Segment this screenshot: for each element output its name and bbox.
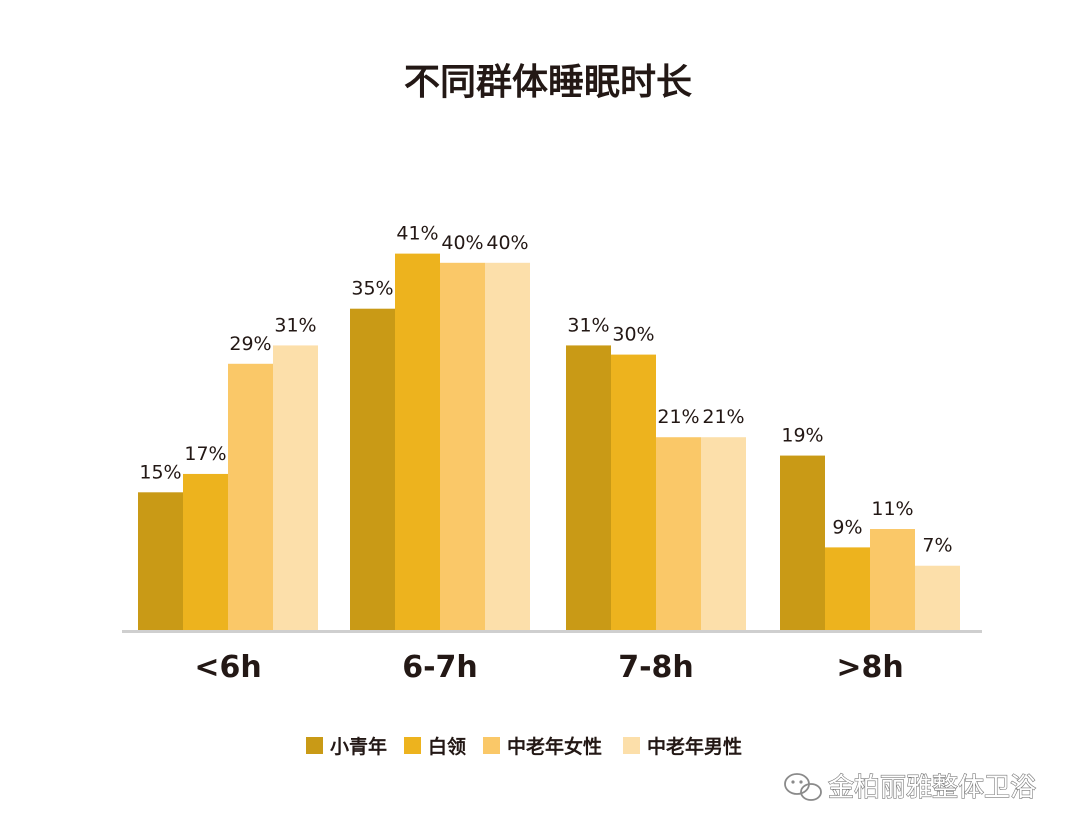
bar-2-2 [656,437,701,630]
category-label: 6-7h [402,650,478,685]
value-label: 9% [832,516,862,538]
bar-0-2 [228,363,273,630]
value-labels-group: 15%17%29%31%35%41% 40% 40%31% 30%21% 21%19%9… [139,223,952,557]
legend-swatch [404,737,421,754]
bars-group [138,253,960,630]
bar-0-3 [273,345,318,630]
legend-label: 中老年女性 [507,735,602,758]
legend: 小青年 白领 中老年女性 中老年男性 [306,735,742,758]
bar-1-2 [440,262,485,630]
wechat-icon [784,773,822,801]
value-label: 41% [396,223,438,245]
watermark-text: 金柏丽雅整体卫浴 [828,773,1036,803]
bar-1-3 [485,262,530,630]
value-label: 21% [702,406,744,428]
bar-3-0 [780,455,825,630]
value-label: 40% [486,232,528,254]
legend-label: 小青年 [330,735,387,758]
bar-2-1 [611,354,656,630]
bar-0-0 [138,492,183,630]
legend-swatch [623,737,640,754]
value-label: 40% [441,232,483,254]
legend-label: 中老年男性 [647,735,742,758]
chart-title: 不同群体睡眠时长 [404,62,692,103]
bar-3-2 [870,529,915,630]
bar-3-3 [915,565,960,630]
value-label: 35% [351,278,393,300]
value-label: 17% [184,443,226,465]
value-label: 15% [139,461,181,483]
bar-2-0 [566,345,611,630]
bar-2-3 [701,437,746,630]
category-labels-group: <6h 6-7h 7-8h >8h [194,650,903,685]
bar-1-0 [350,308,395,630]
value-label: 7% [922,535,952,557]
category-label: >8h [836,650,903,685]
value-label: 31% [567,314,609,336]
bar-3-1 [825,547,870,630]
value-label: 11% [871,498,913,520]
category-label: 7-8h [618,650,694,685]
value-label: 31% [274,314,316,336]
bar-1-1 [395,253,440,630]
value-label: 30% [612,324,654,346]
value-label: 29% [229,333,271,355]
value-label: 19% [781,425,823,447]
value-label: 21% [657,406,699,428]
legend-swatch [483,737,500,754]
watermark: 金柏丽雅整体卫浴 [784,772,1037,804]
legend-swatch [306,737,323,754]
legend-label: 白领 [428,735,466,758]
bar-0-1 [183,473,228,630]
category-label: <6h [194,650,261,685]
